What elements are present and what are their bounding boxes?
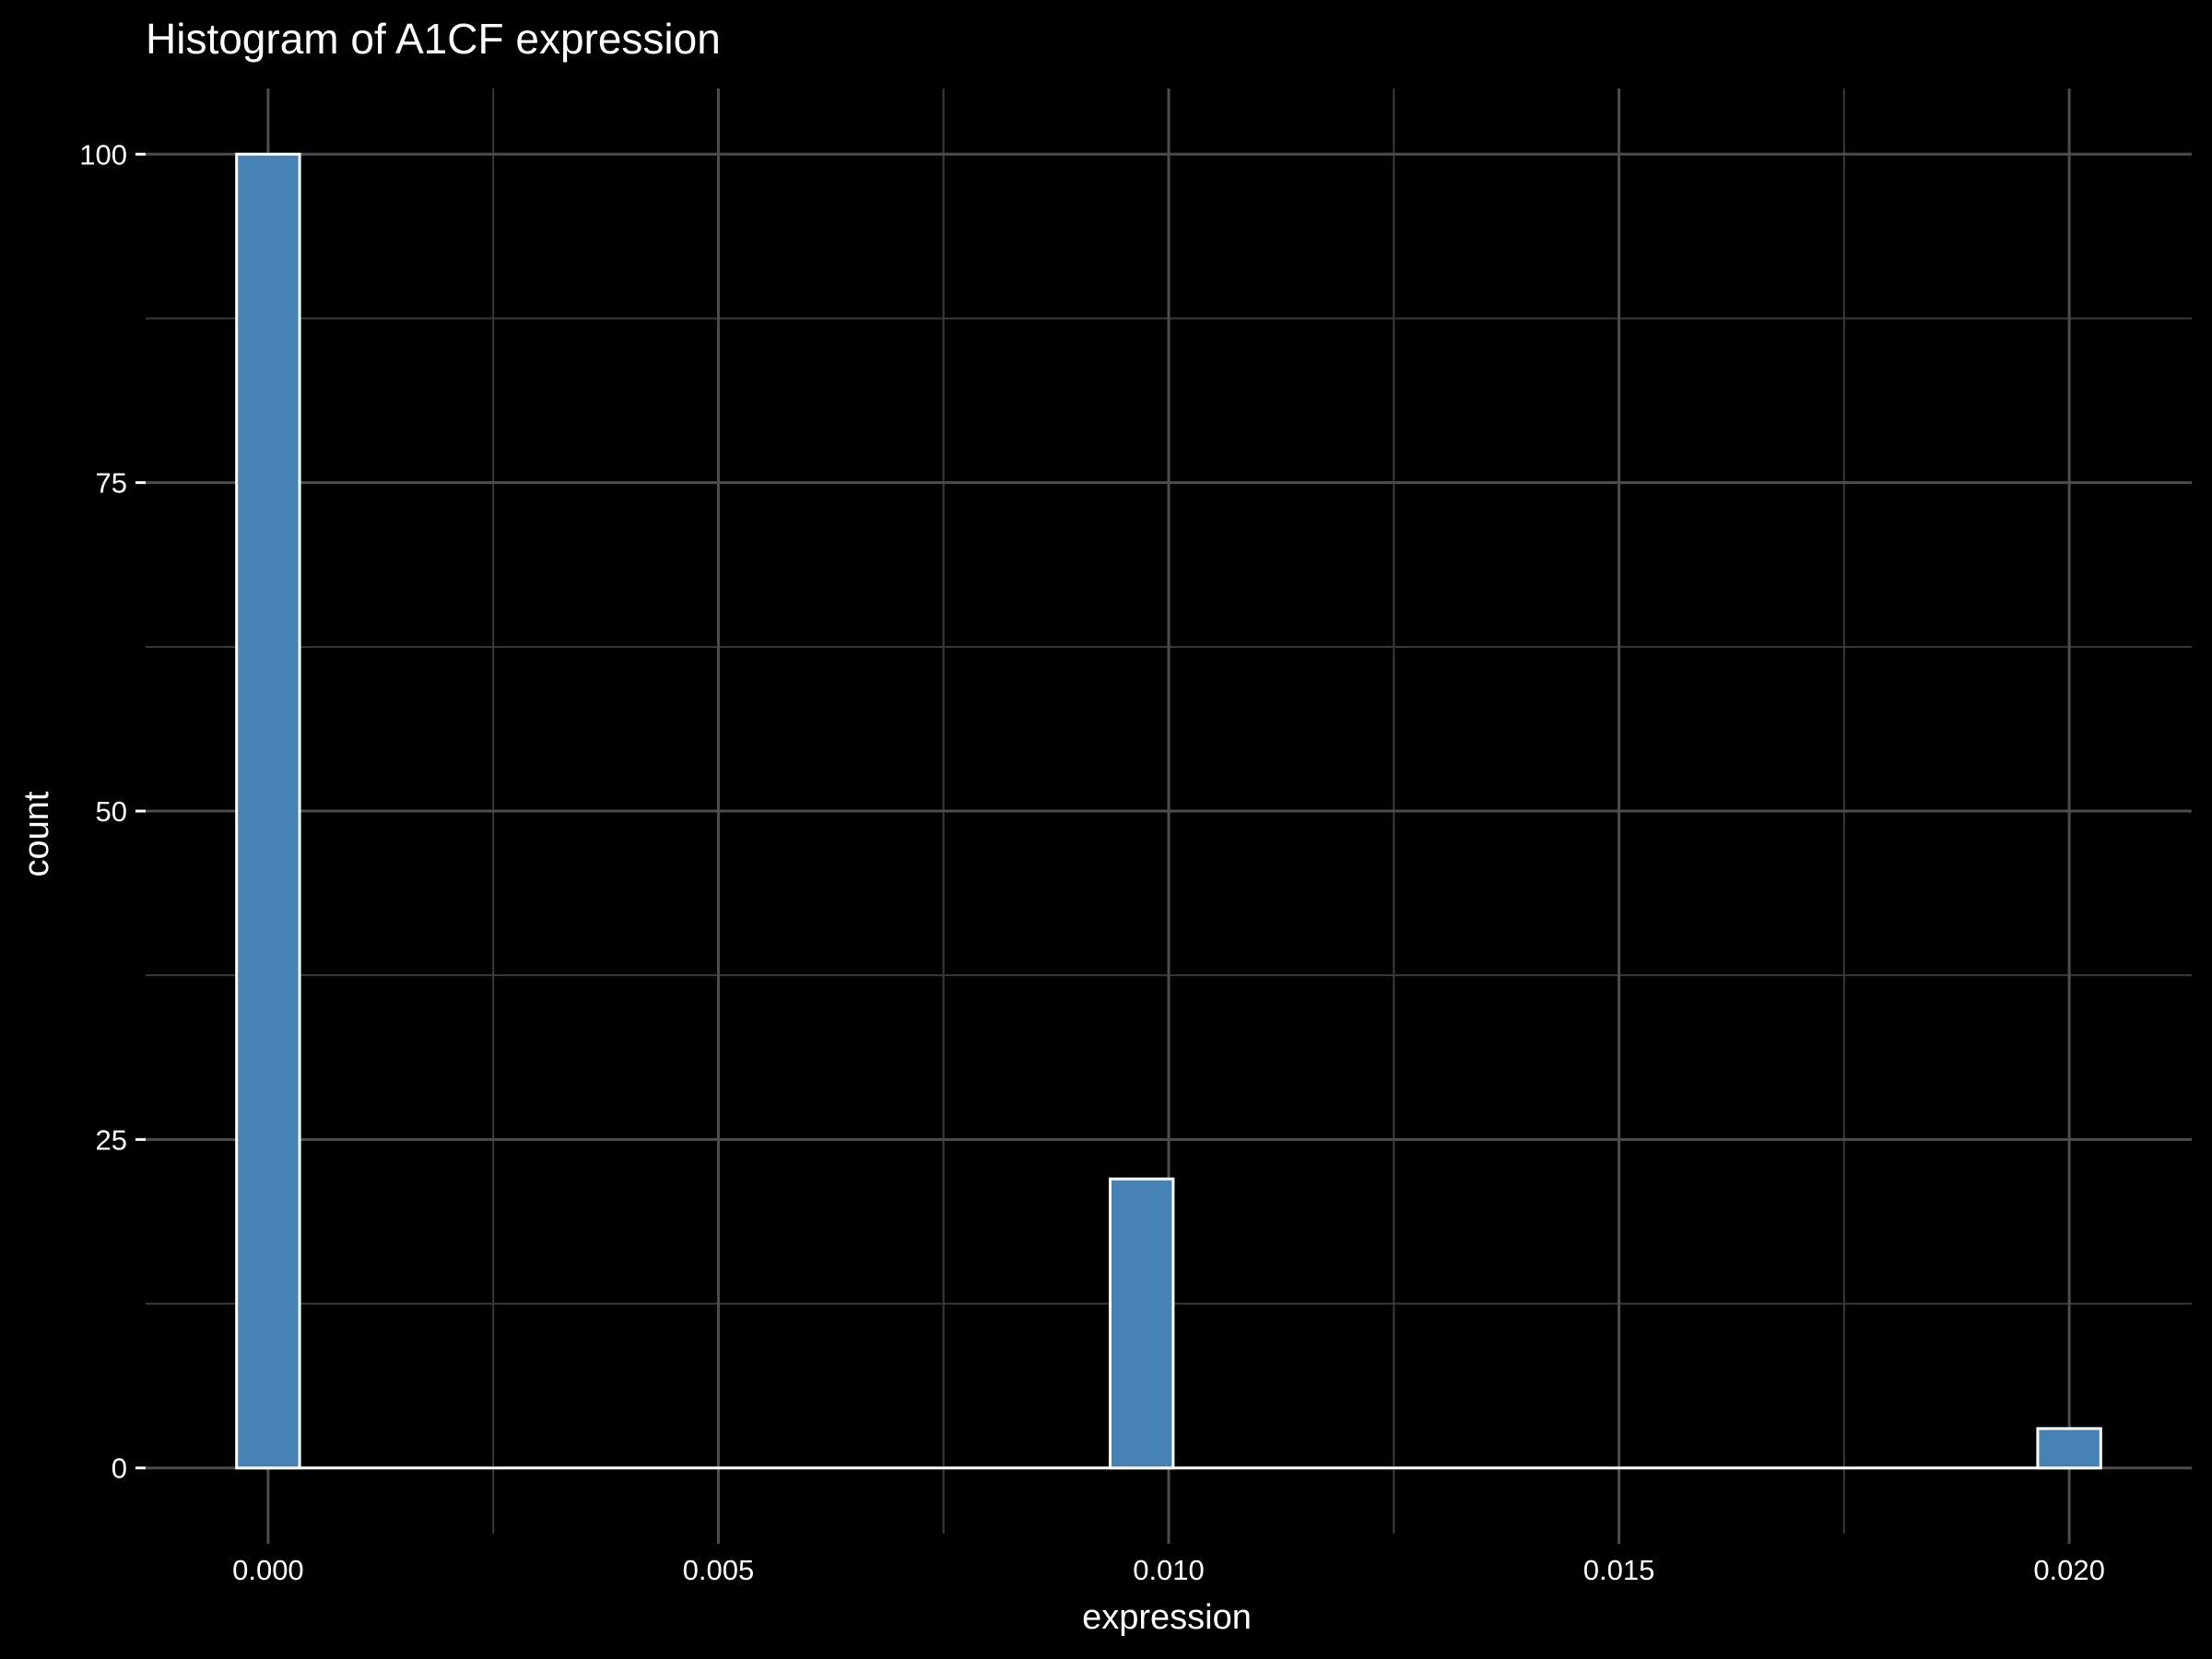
y-tick-label: 100 <box>79 138 127 171</box>
x-tick-label: 0.015 <box>1583 1554 1655 1586</box>
histogram-bars <box>235 152 2102 1470</box>
histogram-bar <box>2036 1427 2102 1470</box>
chart-title: Histogram of A1CF expression <box>146 15 721 63</box>
y-axis-label: count <box>18 791 56 877</box>
x-tick-label: 0.020 <box>2033 1554 2105 1586</box>
histogram-bar <box>1108 1177 1175 1470</box>
y-tick-label: 25 <box>96 1124 127 1156</box>
y-tick-label: 75 <box>96 467 127 500</box>
x-tick-label: 0.005 <box>683 1554 755 1586</box>
x-tick-label: 0.000 <box>232 1554 304 1586</box>
y-tick-label: 50 <box>96 795 127 828</box>
axes: 0.000 0.005 0.010 0.015 0.020 0 25 50 75 100 <box>79 138 2105 1586</box>
y-tick-label: 0 <box>112 1453 127 1485</box>
x-axis-label: expression <box>1082 1598 1252 1637</box>
x-tick-label: 0.010 <box>1133 1554 1205 1586</box>
histogram-bar <box>235 152 301 1470</box>
